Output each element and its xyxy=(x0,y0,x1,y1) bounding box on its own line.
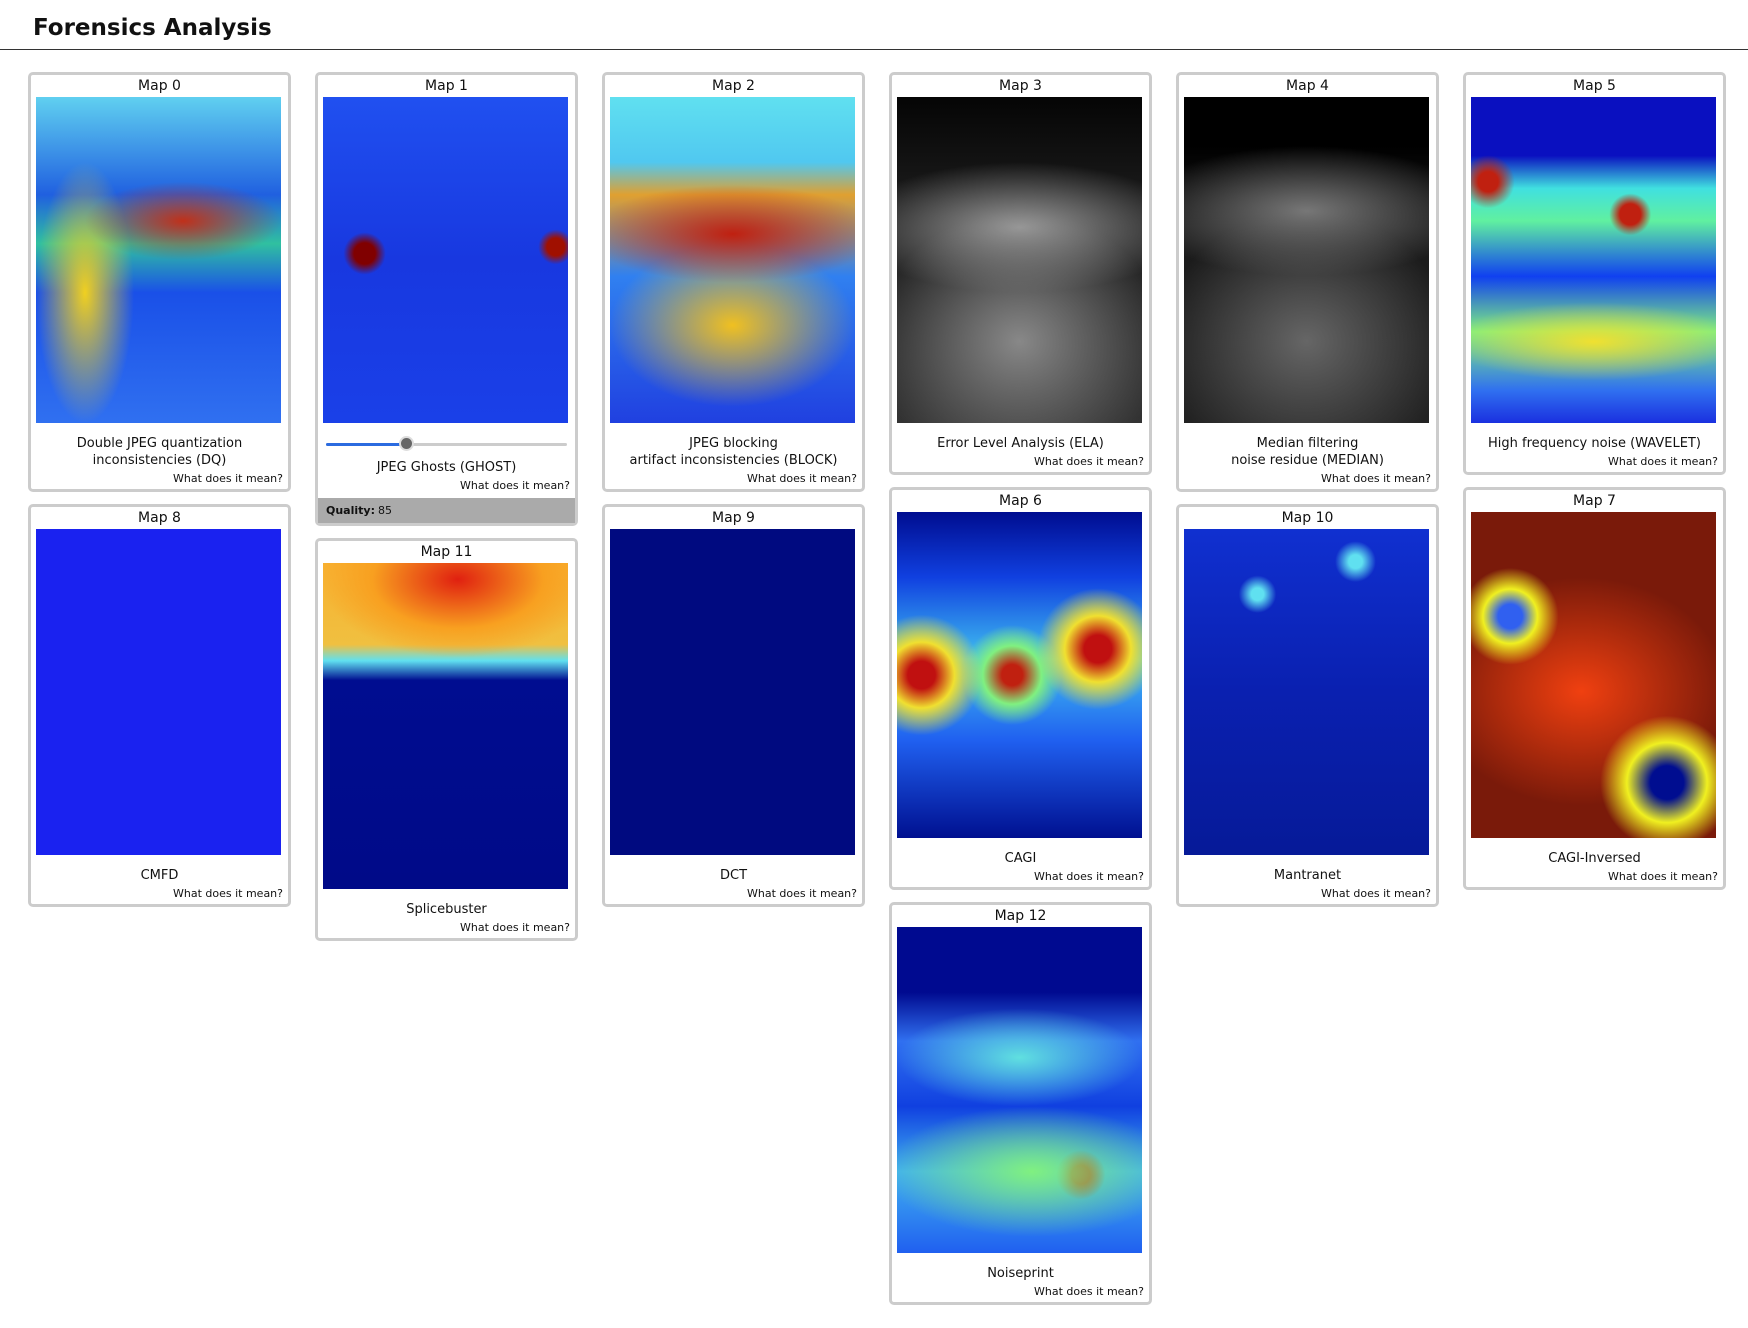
heatmap xyxy=(323,97,568,423)
map-title: Map 4 xyxy=(1286,78,1329,94)
map-card: Map 12 Noiseprint What does it mean? xyxy=(889,902,1152,1305)
caption-line: JPEG blocking xyxy=(689,436,778,451)
page-title: Forensics Analysis xyxy=(33,15,272,41)
caption-line: inconsistencies (DQ) xyxy=(92,453,227,468)
heatmap xyxy=(36,97,281,423)
caption-line: Median filtering xyxy=(1256,436,1359,451)
caption-line: CAGI xyxy=(1004,851,1037,866)
heatmap xyxy=(1184,97,1429,423)
map-column: Map 3 Error Level Analysis (ELA) What does… xyxy=(889,72,1152,1305)
caption: Median filtering noise residue (MEDIAN) xyxy=(1184,435,1431,469)
caption: Double JPEG quantization inconsistencies … xyxy=(36,435,283,469)
map-card: Map 9 DCT What does it mean? xyxy=(602,504,865,907)
heatmap xyxy=(897,512,1142,838)
header: Forensics Analysis xyxy=(0,0,1748,50)
map-card: Map 10 Mantranet What does it mean? xyxy=(1176,504,1439,907)
quality-label: Quality: xyxy=(326,504,375,517)
caption: DCT xyxy=(610,867,857,884)
map-title: Map 10 xyxy=(1281,510,1334,526)
map-title: Map 3 xyxy=(999,78,1042,94)
help-link[interactable]: What does it mean? xyxy=(459,479,570,492)
map-title: Map 0 xyxy=(138,78,181,94)
caption-line: High frequency noise (WAVELET) xyxy=(1488,436,1701,451)
heatmap xyxy=(1184,529,1429,855)
heatmap xyxy=(1471,512,1716,838)
help-link[interactable]: What does it mean? xyxy=(1033,870,1144,883)
map-column: Map 1 JPEG Ghosts (GHOST) What does it mea… xyxy=(315,72,578,1305)
caption: JPEG blocking artifact inconsistencies (B… xyxy=(610,435,857,469)
heatmap xyxy=(897,97,1142,423)
caption-line: JPEG Ghosts (GHOST) xyxy=(376,460,517,475)
help-link[interactable]: What does it mean? xyxy=(459,921,570,934)
caption: Noiseprint xyxy=(897,1265,1144,1282)
caption: High frequency noise (WAVELET) xyxy=(1471,435,1718,452)
caption-line: Error Level Analysis (ELA) xyxy=(937,436,1104,451)
help-link[interactable]: What does it mean? xyxy=(1033,1285,1144,1298)
map-title: Map 5 xyxy=(1573,78,1616,94)
quality-value: 85 xyxy=(377,504,392,517)
map-card: Map 4 Median filtering noise residue (MEDI… xyxy=(1176,72,1439,492)
map-title: Map 12 xyxy=(994,908,1047,924)
caption: CAGI-Inversed xyxy=(1471,850,1718,867)
map-column: Map 4 Median filtering noise residue (MEDI… xyxy=(1176,72,1439,1305)
caption: CAGI xyxy=(897,850,1144,867)
caption-line: Mantranet xyxy=(1273,868,1342,883)
map-card: Map 11 Splicebuster What does it mean? xyxy=(315,538,578,941)
map-card: Map 6 CAGI What does it mean? xyxy=(889,487,1152,890)
quality-bar: Quality: 85 xyxy=(318,498,575,523)
caption: Splicebuster xyxy=(323,901,570,918)
map-card: Map 2 JPEG blocking artifact inconsistenci… xyxy=(602,72,865,492)
map-title: Map 2 xyxy=(712,78,755,94)
heatmap xyxy=(610,529,855,855)
heatmap xyxy=(610,97,855,423)
caption-line: artifact inconsistencies (BLOCK) xyxy=(629,453,838,468)
map-title: Map 11 xyxy=(420,544,473,560)
heatmap xyxy=(323,563,568,889)
slider-track xyxy=(326,443,567,446)
map-column: Map 0 Double JPEG quantization inconsisten… xyxy=(28,72,291,1305)
caption-line: CMFD xyxy=(140,868,179,883)
caption: Error Level Analysis (ELA) xyxy=(897,435,1144,452)
help-link[interactable]: What does it mean? xyxy=(1033,455,1144,468)
help-link[interactable]: What does it mean? xyxy=(1607,870,1718,883)
help-link[interactable]: What does it mean? xyxy=(1320,472,1431,485)
caption-line: Splicebuster xyxy=(406,902,487,917)
help-link[interactable]: What does it mean? xyxy=(746,887,857,900)
caption-line: noise residue (MEDIAN) xyxy=(1231,453,1384,468)
caption-line: DCT xyxy=(719,868,748,883)
map-title: Map 8 xyxy=(138,510,181,526)
map-column: Map 2 JPEG blocking artifact inconsistenci… xyxy=(602,72,865,1305)
caption: CMFD xyxy=(36,867,283,884)
map-card: Map 5 High frequency noise (WAVELET) What … xyxy=(1463,72,1726,475)
help-link[interactable]: What does it mean? xyxy=(1320,887,1431,900)
map-card: Map 1 JPEG Ghosts (GHOST) What does it mea… xyxy=(315,72,578,526)
quality-slider[interactable] xyxy=(323,433,570,455)
map-card: Map 0 Double JPEG quantization inconsisten… xyxy=(28,72,291,492)
map-card: Map 8 CMFD What does it mean? xyxy=(28,504,291,907)
caption-line: Double JPEG quantization xyxy=(76,436,243,451)
slider-thumb[interactable] xyxy=(399,436,414,451)
heatmap xyxy=(36,529,281,855)
map-title: Map 6 xyxy=(999,493,1042,509)
map-title: Map 9 xyxy=(712,510,755,526)
map-column: Map 5 High frequency noise (WAVELET) What … xyxy=(1463,72,1726,1305)
slider-fill xyxy=(326,443,408,446)
caption: JPEG Ghosts (GHOST) xyxy=(323,459,570,476)
heatmap xyxy=(897,927,1142,1253)
help-link[interactable]: What does it mean? xyxy=(172,472,283,485)
help-link[interactable]: What does it mean? xyxy=(746,472,857,485)
map-title: Map 1 xyxy=(425,78,468,94)
map-card: Map 3 Error Level Analysis (ELA) What does… xyxy=(889,72,1152,475)
map-card: Map 7 CAGI-Inversed What does it mean? xyxy=(1463,487,1726,890)
heatmap xyxy=(1471,97,1716,423)
map-title: Map 7 xyxy=(1573,493,1616,509)
map-grid: Map 0 Double JPEG quantization inconsisten… xyxy=(0,50,1748,1305)
caption: Mantranet xyxy=(1184,867,1431,884)
caption-line: CAGI-Inversed xyxy=(1548,851,1641,866)
help-link[interactable]: What does it mean? xyxy=(172,887,283,900)
caption-line: Noiseprint xyxy=(987,1266,1054,1281)
help-link[interactable]: What does it mean? xyxy=(1607,455,1718,468)
